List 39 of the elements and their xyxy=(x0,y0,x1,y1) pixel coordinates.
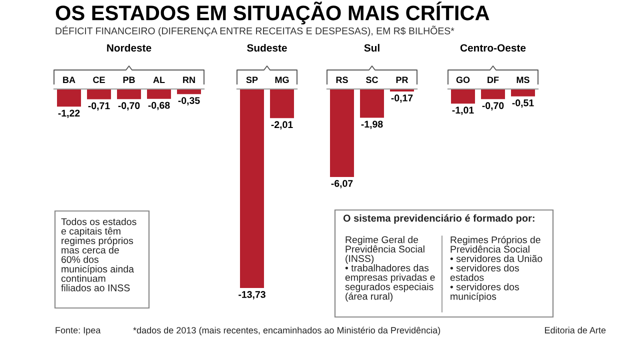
x-tick-label: MS xyxy=(516,76,530,84)
text: OS ESTADOS EM SITUAÇÃO MAIS CRÍTICA xyxy=(56,2,490,24)
x-tick-label: DF xyxy=(488,76,499,83)
data-label: -0,70 xyxy=(118,102,140,110)
text: *dados de 2013 (mais recentes, encaminhados ao Ministério da Previdência) xyxy=(133,326,440,336)
data-label: -1,22 xyxy=(58,110,80,118)
data-label: -1,98 xyxy=(361,120,383,130)
x-tick-label: RN xyxy=(183,76,195,83)
data-label: -0,68 xyxy=(148,102,170,110)
source-note: Fonte: Ipea xyxy=(56,327,101,336)
x-tick-label: AL xyxy=(153,76,165,83)
x-tick-label: SC xyxy=(366,76,378,84)
x-tick-label: BA xyxy=(63,76,76,83)
data-label: -0,71 xyxy=(88,102,110,111)
text: O sistema previdenciário é formado por: xyxy=(343,214,534,224)
x-tick-label: SP xyxy=(246,76,258,84)
data-label: -0,35 xyxy=(178,97,200,106)
data-label: -0,17 xyxy=(391,94,413,103)
data-label: -13,73 xyxy=(238,291,266,300)
text: Todos os estados e capitais têm regimes próprios mas cerca de 60% dos municípios ainda continuam filiados ao INSS xyxy=(61,218,136,292)
x-tick-label: MG xyxy=(275,76,289,84)
data-label: -0,70 xyxy=(482,102,504,110)
x-tick-label: GO xyxy=(456,76,470,84)
x-tick-label: PB xyxy=(123,76,135,83)
chart-title: Nordeste xyxy=(107,44,152,52)
x-tick-label: PR xyxy=(396,76,408,83)
data-label: -0,51 xyxy=(512,99,534,108)
data-label: -1,01 xyxy=(452,106,474,115)
text: DÉFICIT FINANCEIRO (DIFERENÇA ENTRE RECEITAS E DESPESAS), EM R$ BILHÕES* xyxy=(56,26,454,36)
data-label: -2,01 xyxy=(271,121,293,130)
chart-title: Sul xyxy=(364,44,380,52)
data-label: -6,07 xyxy=(331,180,353,188)
text: Editoria de Arte xyxy=(545,326,606,334)
x-tick-label: CE xyxy=(93,76,105,84)
chart-title: Centro-Oeste xyxy=(460,44,526,52)
text: Regime Geral de Previdência Social (INSS) • trabalhadores das empresas privadas e segurados especiais (área rural) xyxy=(345,236,435,302)
chart-title: Sudeste xyxy=(247,44,287,52)
text: Regimes Próprios de Previdência Social • servidores da União • servidores dos estados • servidores dos municípios xyxy=(450,236,542,302)
x-tick-label: RS xyxy=(336,76,348,84)
